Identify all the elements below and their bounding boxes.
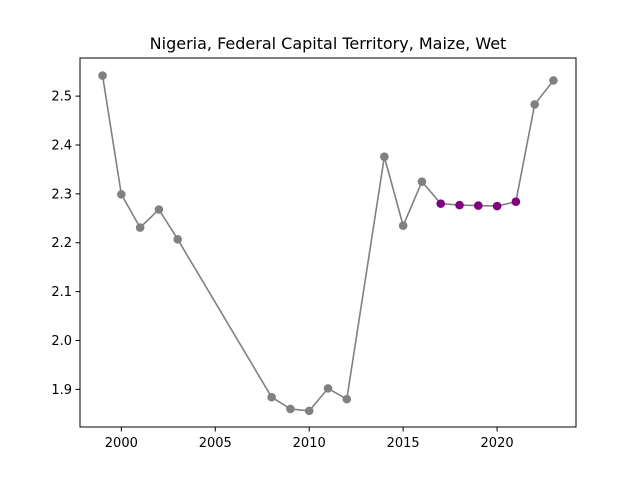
data-point	[398, 221, 408, 230]
x-axis: 2000 2005 2010 2015 2020	[105, 427, 514, 451]
highlighted-data-point	[436, 199, 446, 208]
y-tick-label: 2.5	[51, 90, 72, 105]
highlighted-data-point	[455, 200, 464, 210]
x-tick-label: 2005	[199, 436, 232, 451]
chart-title: Nigeria, Federal Capital Territory, Maiz…	[150, 34, 507, 53]
data-point	[267, 392, 276, 402]
highlighted-data-point	[492, 201, 502, 211]
data-point	[530, 100, 539, 109]
x-tick-label: 2000	[105, 436, 138, 451]
data-point	[135, 223, 145, 232]
data-point	[323, 384, 333, 393]
y-axis: 1.9 2.0 2.1 2.2 2.3 2.4 2.5	[51, 90, 80, 398]
y-tick-label: 2.3	[51, 187, 72, 202]
data-point	[117, 190, 126, 199]
data-point	[154, 205, 164, 214]
data-point	[549, 76, 558, 85]
data-point	[304, 406, 314, 416]
y-tick-label: 2.4	[51, 138, 72, 153]
x-tick-label: 2020	[481, 436, 514, 451]
data-point	[286, 404, 295, 414]
y-tick-label: 2.2	[51, 236, 72, 251]
x-tick-label: 2010	[293, 436, 326, 451]
y-tick-label: 1.9	[51, 383, 72, 398]
data-point	[417, 177, 427, 186]
data-point	[342, 394, 352, 404]
data-point	[173, 235, 182, 244]
x-tick-label: 2015	[387, 436, 420, 451]
y-tick-label: 2.1	[51, 285, 72, 300]
highlighted-data-point	[511, 197, 521, 206]
highlighted-data-point	[474, 201, 483, 210]
data-point	[380, 152, 389, 162]
series-markers	[98, 71, 558, 416]
y-tick-label: 2.0	[51, 334, 72, 349]
data-point	[98, 71, 107, 80]
